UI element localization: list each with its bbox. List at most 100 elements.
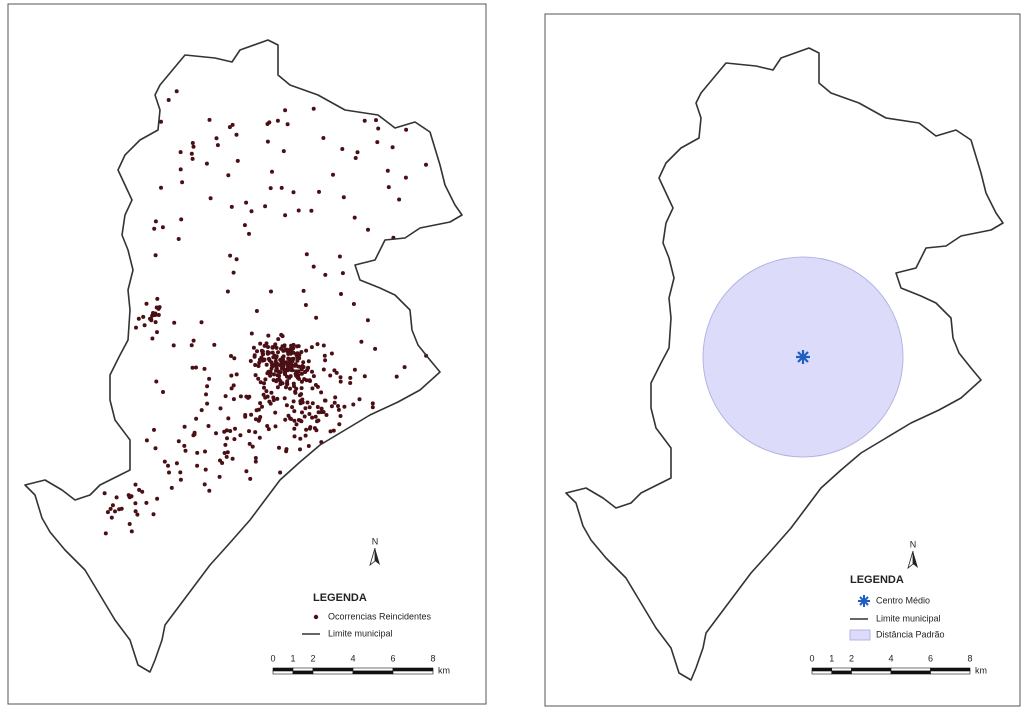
point [310, 415, 315, 420]
point [292, 384, 296, 389]
point [311, 106, 316, 111]
point [292, 418, 297, 423]
scale-label: 1 [829, 653, 834, 663]
point [299, 371, 304, 376]
point [315, 384, 320, 389]
point [252, 354, 257, 359]
point [306, 359, 311, 364]
north-label: N [910, 539, 917, 549]
point [127, 494, 132, 499]
point [238, 433, 243, 438]
point [362, 118, 367, 123]
point [279, 360, 284, 365]
point [244, 200, 249, 205]
point [321, 343, 326, 348]
scale-label: 4 [350, 653, 355, 663]
point [195, 463, 200, 468]
point [288, 386, 292, 391]
point [127, 522, 132, 526]
point [258, 401, 263, 406]
point [133, 501, 138, 506]
point [282, 370, 287, 375]
point [328, 429, 333, 434]
mean-center [796, 350, 810, 364]
scale-segment [272, 670, 294, 675]
point [301, 365, 306, 369]
point [269, 360, 274, 365]
point [270, 169, 274, 174]
scale-segment [312, 667, 354, 672]
point [153, 320, 158, 325]
point [340, 271, 345, 276]
point [277, 373, 282, 378]
scale-segment [811, 667, 833, 672]
scale-label: 1 [290, 653, 295, 663]
point [337, 422, 342, 427]
point [229, 354, 233, 358]
point [199, 320, 204, 325]
point [268, 373, 273, 378]
scale-label: 8 [967, 653, 972, 663]
point [304, 427, 309, 432]
point [266, 345, 270, 349]
point [323, 272, 328, 277]
point [284, 360, 289, 365]
scale-segment [312, 670, 354, 675]
point [244, 469, 249, 474]
point [176, 237, 181, 241]
point [276, 362, 281, 367]
point [324, 413, 329, 417]
point [180, 180, 185, 185]
point [270, 345, 275, 350]
point [278, 370, 283, 375]
point [315, 342, 320, 347]
point [225, 450, 230, 455]
point [323, 358, 328, 363]
point [251, 345, 256, 350]
point [291, 399, 296, 404]
point [337, 254, 342, 259]
point [279, 346, 283, 351]
point [157, 305, 162, 310]
point [152, 226, 157, 231]
point [291, 342, 296, 347]
point [292, 363, 297, 368]
point [402, 365, 407, 370]
point [189, 343, 194, 348]
point [331, 172, 335, 177]
point [287, 351, 292, 356]
point [303, 433, 308, 438]
legend-item: Limite municipal [328, 628, 393, 638]
point [194, 365, 198, 370]
point [303, 406, 308, 411]
point [273, 342, 278, 347]
point [133, 509, 138, 514]
point [385, 168, 390, 173]
point [161, 390, 165, 394]
scale-segment [352, 670, 394, 675]
point [305, 368, 310, 372]
point [268, 186, 273, 191]
point [351, 402, 356, 407]
point [247, 441, 252, 446]
point [231, 397, 236, 402]
point [207, 117, 212, 122]
point [205, 384, 210, 389]
point [274, 379, 279, 384]
point [319, 410, 324, 415]
point [284, 347, 289, 352]
point [265, 139, 270, 144]
point [174, 461, 179, 466]
point [291, 190, 296, 195]
point [169, 485, 174, 490]
point [275, 385, 280, 390]
point [268, 401, 273, 406]
point [218, 406, 223, 411]
point [234, 257, 239, 262]
point [348, 381, 353, 385]
scale-segment [930, 670, 971, 675]
point [336, 407, 341, 412]
point [285, 379, 290, 384]
point [191, 338, 196, 343]
point [259, 348, 264, 353]
